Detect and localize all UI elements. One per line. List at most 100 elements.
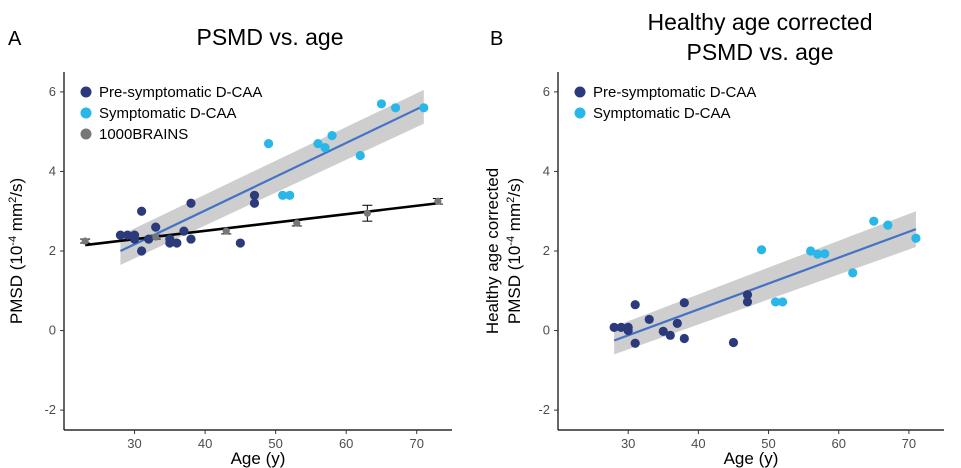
fit-line — [613, 228, 917, 342]
y-axis-title-line1: Healthy age corrected — [483, 168, 502, 334]
data-point — [728, 337, 739, 348]
data-point — [434, 197, 442, 205]
y-axis-title-unit-exponent: 2 — [505, 197, 517, 203]
x-tick-label: 50 — [761, 436, 775, 451]
panel-a-letter: A — [8, 28, 22, 50]
y-tick-label: 2 — [49, 243, 56, 258]
data-point — [679, 333, 689, 344]
y-tick-label: 2 — [543, 243, 550, 258]
data-point — [293, 219, 301, 227]
data-point — [186, 234, 196, 244]
x-tick-label: 60 — [339, 436, 353, 451]
data-point — [756, 245, 767, 255]
y-axis-title-unit-exponent: 2 — [7, 197, 19, 203]
data-point — [129, 234, 140, 244]
data-point — [630, 338, 640, 348]
x-tick-label: 70 — [409, 436, 423, 451]
y-axis-title-end: /s) — [505, 178, 524, 197]
data-point — [672, 318, 682, 328]
data-point — [883, 220, 893, 230]
x-tick-label: 60 — [831, 436, 845, 451]
data-point — [278, 190, 288, 200]
y-axis-title-exponent: -4 — [505, 236, 517, 246]
data-point — [235, 238, 245, 248]
data-point — [137, 246, 147, 256]
data-point — [644, 314, 654, 325]
data-point — [222, 227, 230, 235]
data-point — [911, 233, 921, 243]
data-point — [249, 198, 260, 208]
x-tick-label: 30 — [127, 436, 141, 451]
y-tick-label: -2 — [538, 402, 550, 417]
x-tick-label: 30 — [621, 436, 635, 451]
data-point — [869, 216, 879, 226]
y-tick-label: 6 — [543, 84, 550, 99]
data-point — [285, 190, 295, 200]
legend-marker — [574, 86, 586, 98]
x-axis-title: Age (y) — [231, 449, 286, 468]
panel-b-letter: B — [490, 28, 504, 50]
data-point — [742, 297, 753, 307]
data-point — [165, 238, 175, 248]
data-point — [609, 322, 619, 332]
x-tick-label: 40 — [691, 436, 705, 451]
data-point — [327, 131, 337, 141]
data-point — [172, 238, 182, 248]
legend-label: Symptomatic D-CAA — [99, 105, 237, 122]
y-tick-label: 6 — [49, 84, 56, 99]
panel-b-plot: 30 40 50 60 70 -2 0 2 4 6 Age (y) Healthy age corre… — [483, 72, 944, 468]
y-axis-title-unit: mm — [505, 203, 524, 236]
data-point — [679, 298, 689, 308]
data-point — [848, 268, 858, 278]
data-point — [390, 103, 401, 113]
legend-marker — [574, 107, 586, 119]
fit-line — [85, 201, 439, 247]
panel-a-plot: 30 40 50 60 70 -2 0 2 4 6 Age (y) PMSD (10-4 mm2/s)… — [7, 72, 452, 468]
y-axis-title: PMSD (10-4 mm2/s) — [7, 178, 26, 324]
confidence-band — [614, 211, 916, 355]
data-point — [313, 139, 323, 149]
data-point — [813, 249, 823, 259]
panel-b-title-line2: PSMD vs. age — [686, 39, 834, 65]
y-tick-label: 0 — [543, 323, 550, 338]
data-point — [419, 103, 429, 113]
y-axis-title-unit: mm — [7, 203, 26, 236]
data-point — [137, 206, 147, 216]
data-point — [363, 209, 371, 217]
data-point — [616, 322, 626, 332]
data-point — [658, 326, 668, 336]
y-axis-title-exponent: -4 — [7, 236, 19, 246]
legend-label: Pre-symptomatic D-CAA — [593, 84, 756, 101]
legend-label: Pre-symptomatic D-CAA — [99, 84, 262, 101]
data-point — [179, 226, 189, 236]
data-point — [623, 325, 633, 336]
y-tick-label: 0 — [49, 323, 56, 338]
legend-label: Symptomatic D-CAA — [593, 105, 731, 122]
data-point — [144, 234, 154, 244]
y-axis-title: PMSD (10-4 mm2/s) — [505, 178, 524, 324]
data-point — [770, 297, 781, 307]
data-point — [151, 222, 161, 232]
data-point — [320, 142, 330, 153]
data-point — [152, 233, 160, 241]
fit-line — [119, 104, 425, 252]
y-tick-label: 4 — [49, 163, 56, 178]
data-point — [355, 150, 365, 161]
x-tick-label: 50 — [268, 436, 282, 451]
y-tick-label: -2 — [44, 402, 56, 417]
legend-marker — [80, 128, 92, 140]
x-tick-label: 70 — [902, 436, 916, 451]
legend-label: 1000BRAINS — [99, 126, 188, 143]
data-point — [115, 230, 126, 240]
data-point — [263, 139, 274, 149]
data-point — [186, 198, 196, 208]
panel-a-title: PSMD vs. age — [196, 24, 344, 50]
y-axis-title-main: PMSD (10 — [505, 246, 524, 324]
data-point — [806, 246, 816, 256]
legend-marker — [80, 86, 92, 98]
data-point — [820, 249, 830, 259]
x-tick-label: 40 — [198, 436, 212, 451]
panel-b-title-line1: Healthy age corrected — [647, 9, 873, 35]
data-point — [630, 300, 640, 310]
